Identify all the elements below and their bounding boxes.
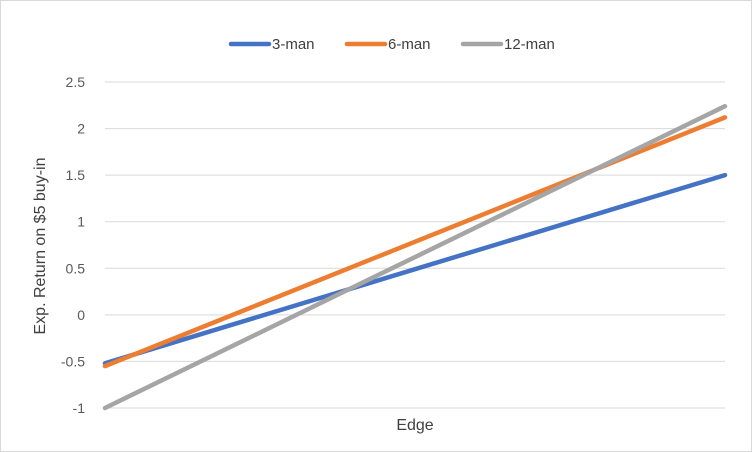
y-tick-label: 1.5 [66,167,86,183]
y-tick-label: 2 [77,121,85,137]
y-tick-label: 1 [77,214,85,230]
gridlines [105,81,725,409]
y-tick-labels: -1 -0.5 0 0.5 1 1.5 2 2.5 [61,74,85,416]
series-line-12-man [102,103,728,411]
legend-label-3-man: 3-man [272,36,315,53]
series-line-6-man [102,115,728,369]
y-tick-label: 2.5 [66,74,86,90]
legend-label-12-man: 12-man [504,36,555,53]
series-lines [102,103,728,411]
x-axis-title: Edge [396,417,433,434]
legend-label-6-man: 6-man [388,36,431,53]
series-line-3-man [102,172,728,366]
y-tick-label: 0 [77,307,85,323]
y-tick-label: -1 [73,400,86,416]
legend: 3-man 6-man 12-man [228,36,555,53]
y-axis-title: Exp. Return on $5 buy-in [32,158,49,335]
y-tick-label: -0.5 [61,353,85,369]
y-tick-label: 0.5 [66,260,86,276]
